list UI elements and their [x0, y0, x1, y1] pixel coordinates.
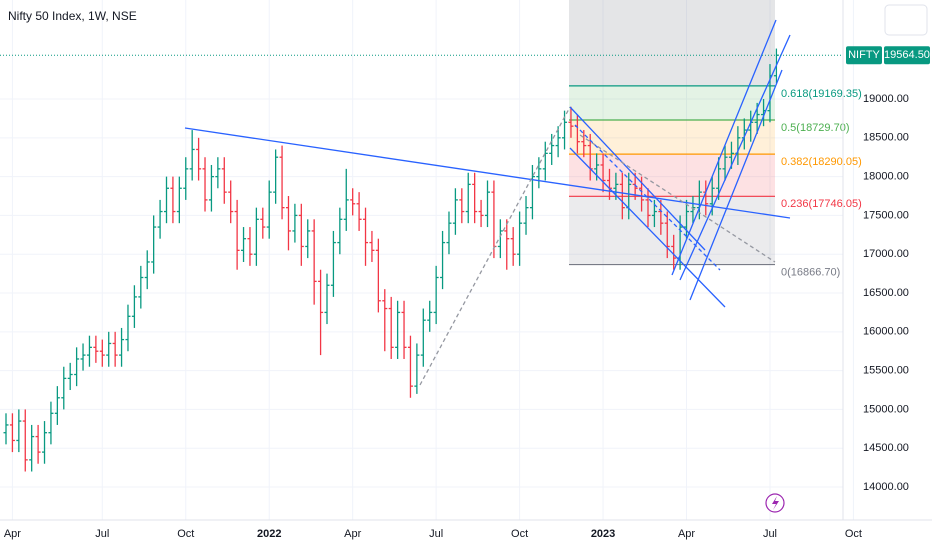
- fib-label: 0(16866.70): [781, 266, 840, 278]
- y-tick-label: 15000.00: [863, 403, 909, 415]
- last-price-label: 19564.50: [884, 49, 930, 61]
- trend-line: [579, 134, 776, 263]
- y-tick-label: 18000.00: [863, 171, 909, 183]
- fib-zone: [569, 0, 775, 86]
- x-tick-label: Jul: [429, 528, 443, 540]
- trend-line: [689, 69, 783, 301]
- symbol-badge: [846, 46, 882, 65]
- trend-line: [569, 147, 726, 308]
- symbol-label: NIFTY: [848, 49, 880, 61]
- trend-line: [679, 34, 791, 281]
- y-tick-label: 14000.00: [863, 481, 909, 493]
- trend-line: [671, 19, 777, 276]
- y-tick-label: 19000.00: [863, 93, 909, 105]
- x-tick-label: Oct: [177, 528, 194, 540]
- x-tick-label: Apr: [678, 528, 695, 540]
- y-tick-label: 17000.00: [863, 248, 909, 260]
- chart-title: Nifty 50 Index, 1W, NSE: [8, 9, 137, 23]
- x-tick-label: Oct: [845, 528, 862, 540]
- x-tick-label: Jul: [95, 528, 109, 540]
- y-tick-label: 16000.00: [863, 326, 909, 338]
- fib-zone: [569, 85, 775, 120]
- x-tick-label: Jul: [763, 528, 777, 540]
- trend-line: [184, 127, 791, 219]
- fib-label: 0.5(18729.70): [781, 122, 850, 134]
- x-tick-label: Apr: [344, 528, 361, 540]
- x-tick-label: Apr: [4, 528, 21, 540]
- y-tick-label: 14500.00: [863, 442, 909, 454]
- y-tick-label: 17500.00: [863, 209, 909, 221]
- trend-line: [419, 106, 571, 386]
- x-tick-label: 2022: [257, 528, 281, 540]
- fib-label: 0.382(18290.05): [781, 156, 862, 168]
- trend-lines: [184, 19, 791, 386]
- fib-retracement: 0.618(19169.35) 0.5(18729.70) 0.382(18290.…: [569, 0, 862, 278]
- y-tick-label: 18500.00: [863, 132, 909, 144]
- fib-zone: [569, 119, 775, 155]
- x-tick-label: 2023: [591, 528, 615, 540]
- y-tick-label: 16500.00: [863, 287, 909, 299]
- fib-label: 0.618(19169.35): [781, 88, 862, 100]
- price-badge: [884, 46, 930, 65]
- toolbar-button[interactable]: [884, 4, 928, 36]
- fib-zone: [569, 196, 775, 265]
- event-icon-bolt: [772, 496, 779, 510]
- axes: 14000.00 14500.00 15000.00 15500.00 16000.00…: [0, 46, 930, 540]
- x-tick-label: Oct: [511, 528, 528, 540]
- trend-line: [569, 106, 706, 251]
- y-tick-label: 15500.00: [863, 365, 909, 377]
- fib-label: 0.236(17746.05): [781, 198, 862, 210]
